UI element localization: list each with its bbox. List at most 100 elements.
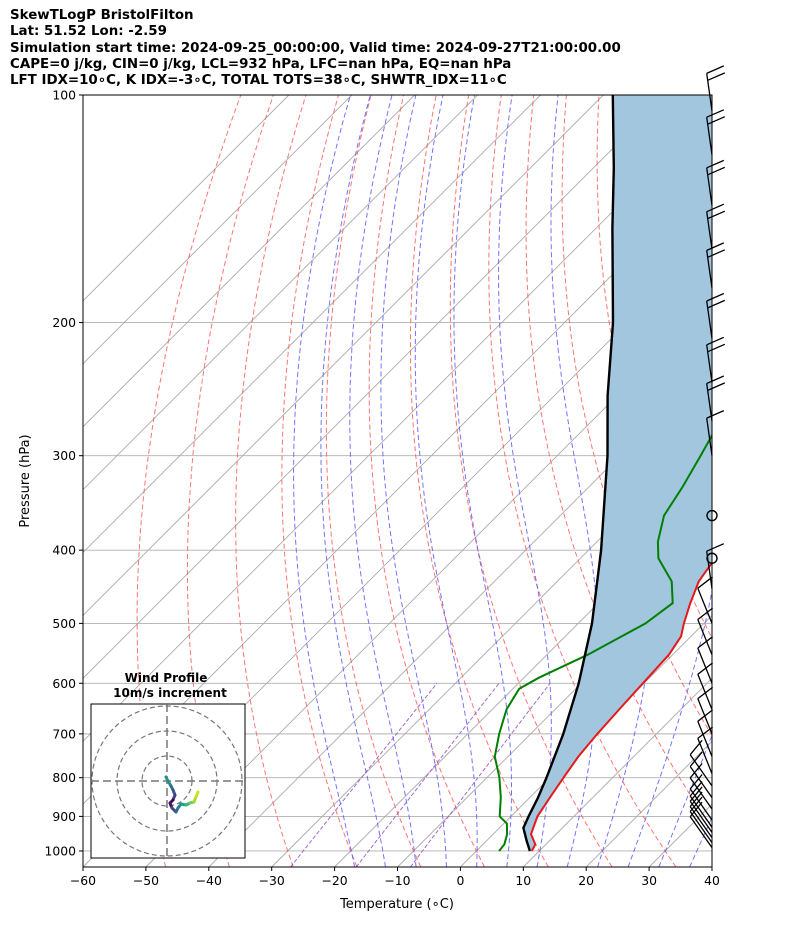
dry-adiabat-line [729, 95, 794, 867]
wind-barb-flag [707, 210, 726, 220]
wind-barb-flag [689, 763, 703, 779]
wind-barb-flag [706, 65, 725, 74]
moist-adiabat-line [721, 95, 794, 867]
wind-barb-flag [689, 781, 703, 797]
wind-barb [697, 636, 713, 684]
wind-barb-flag [706, 109, 725, 118]
hodograph-subtitle: 10m/s increment [113, 686, 227, 700]
hodograph-segment [194, 790, 200, 799]
isotherm-line [208, 363, 712, 867]
wind-barb-staff [689, 777, 713, 810]
x-tick-label: 40 [704, 873, 720, 888]
wind-barb-flag [706, 203, 725, 213]
wind-barb-flag [707, 249, 726, 258]
wind-barb-staff [697, 721, 713, 757]
moist-adiabat-line [349, 95, 417, 867]
x-tick-label: −50 [133, 873, 159, 888]
wind-barb-staff [689, 800, 713, 833]
wind-barb [689, 751, 713, 798]
wind-barb-flag [689, 751, 703, 767]
y-tick-label: 200 [52, 315, 76, 330]
moist-adiabat-line [658, 734, 712, 867]
hodograph-inset: Wind Profile 10m/s increment [90, 671, 246, 859]
wind-barb-flag [707, 343, 726, 353]
moist-adiabat-line [627, 95, 712, 867]
isotherm-line [145, 300, 712, 867]
mixing-ratio-line [290, 682, 438, 867]
dry-adiabat-line [561, 95, 712, 737]
wind-barb-staff [697, 698, 713, 735]
moist-adiabat-line [293, 95, 356, 867]
dry-adiabat-lines [136, 95, 794, 867]
y-tick-label: 1000 [44, 843, 76, 858]
wind-barb-flag [707, 166, 726, 176]
dry-adiabat-line [368, 95, 485, 867]
wind-barb [706, 159, 726, 206]
plot-grid [83, 95, 794, 867]
wind-barb-flag [706, 242, 725, 251]
moist-adiabat-lines [293, 95, 794, 867]
y-tick-label: 800 [52, 770, 76, 785]
wind-barb [706, 109, 726, 155]
hodograph-trace [164, 775, 200, 814]
wind-barb-staff [697, 738, 713, 774]
wind-barb [689, 763, 713, 810]
dry-adiabat-line [762, 95, 794, 867]
station-coordinates: Lat: 51.52 Lon: -2.59 [10, 24, 167, 40]
wind-barb-flag [706, 410, 725, 419]
isotherm-line [271, 426, 712, 867]
stability-indices-2: LFT IDX=10∘C, K IDX=-3∘C, TOTAL TOTS=38∘… [10, 73, 507, 89]
wind-barb [697, 662, 713, 710]
isotherm-line [775, 95, 794, 867]
moist-adiabat-line [414, 95, 478, 867]
isotherm-line [83, 95, 353, 365]
wind-barb [706, 203, 726, 250]
isotherm-line [83, 95, 290, 302]
isotherm-line [83, 95, 416, 428]
y-tick-label: 900 [52, 809, 76, 824]
wind-barb-staff [689, 816, 713, 849]
wind-barb-staff [689, 788, 713, 821]
isotherm-line [397, 551, 712, 867]
chart-header: SkewTLogP BristolFilton Lat: 51.52 Lon: … [10, 8, 621, 89]
wind-barb-staff [689, 806, 713, 838]
mixing-ratio-line [355, 682, 500, 867]
parcel-line [522, 95, 616, 852]
y-axis-ticks: 100 200 300 400 500 600 700 800 900 1000 [44, 88, 83, 858]
wind-barb [697, 607, 713, 655]
wind-barb-staff [706, 418, 713, 456]
x-axis-label: Temperature (∘C) [339, 897, 454, 912]
wind-barb-flag [706, 292, 725, 302]
x-axis-ticks: −60 −50 −40 −30 −20 −10 0 10 20 30 40 [70, 867, 720, 888]
dry-adiabat-line [410, 95, 549, 867]
wind-barb-flag [689, 774, 703, 790]
time-info: Simulation start time: 2024-09-25_00:00:… [10, 40, 621, 56]
wind-barb-flag [707, 382, 726, 391]
wind-barb-flag [706, 375, 725, 385]
isotherm-line [83, 95, 604, 617]
isotherm-line [522, 677, 712, 867]
mixing-ratio-line [410, 682, 551, 867]
wind-barb-flag [706, 543, 725, 552]
x-tick-label: −30 [259, 873, 285, 888]
x-tick-label: 30 [641, 873, 657, 888]
wind-barb [689, 781, 713, 828]
moist-adiabat-line [498, 95, 552, 867]
isotherm-line [83, 111, 712, 742]
x-tick-label: −60 [70, 873, 96, 888]
y-tick-label: 700 [52, 726, 76, 741]
wind-barb-staff [689, 754, 713, 787]
wind-barb-staff [697, 619, 713, 655]
wind-barb [706, 336, 726, 383]
wind-barb-flag [697, 636, 713, 649]
dry-adiabat-line [235, 95, 307, 867]
wind-barb-staff [706, 167, 713, 206]
wind-barb-flag [697, 662, 713, 675]
dry-adiabat-line [449, 95, 613, 867]
wind-barb-staff [706, 117, 713, 155]
wind-barb-staff [697, 587, 713, 624]
dry-adiabat-line [488, 95, 677, 867]
moist-adiabat-line [380, 95, 447, 867]
wind-barb-staff [689, 811, 713, 844]
